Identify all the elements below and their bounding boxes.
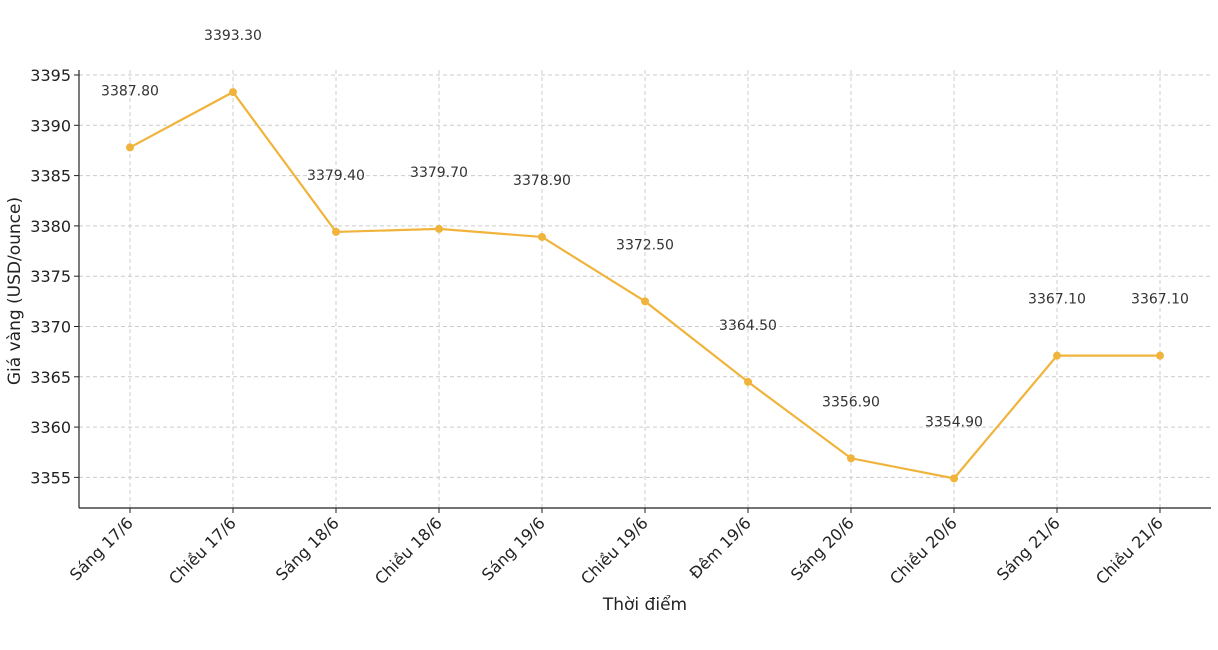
x-tick-label: Sáng 21/6 <box>993 513 1064 584</box>
data-point <box>229 88 237 97</box>
data-point <box>332 227 340 236</box>
data-label: 3356.90 <box>822 394 880 410</box>
x-axis-label: Thời điểm <box>602 594 687 615</box>
data-point <box>538 232 546 241</box>
x-tick-label: Chiều 18/6 <box>371 513 446 588</box>
x-tick-label: Sáng 17/6 <box>66 513 137 584</box>
data-label: 3354.90 <box>925 414 983 430</box>
data-point <box>847 454 855 463</box>
y-axis-label: Giá vàng (USD/ounce) <box>5 197 25 385</box>
y-tick-label: 3370 <box>30 317 71 336</box>
data-labels: 3387.80 3393.30 3379.40 3379.70 3378.90 3372.… <box>101 28 1189 430</box>
data-point <box>641 297 649 306</box>
y-tick-label: 3360 <box>30 418 71 437</box>
data-label: 3393.30 <box>204 28 262 44</box>
y-tick-label: 3355 <box>30 468 71 487</box>
x-tick-label: Đêm 19/6 <box>686 513 755 582</box>
data-label: 3364.50 <box>719 318 777 334</box>
y-tick-label: 3375 <box>30 267 71 286</box>
data-label: 3367.10 <box>1131 292 1189 308</box>
data-label: 3379.70 <box>410 165 468 181</box>
data-label: 3387.80 <box>101 83 159 99</box>
x-tick-label: Sáng 18/6 <box>272 513 343 584</box>
data-label: 3367.10 <box>1028 292 1086 308</box>
y-tick-label: 3385 <box>30 167 71 186</box>
data-point <box>1053 351 1061 360</box>
x-tick-label: Sáng 20/6 <box>787 513 858 584</box>
data-label: 3378.90 <box>513 173 571 189</box>
y-tick-label: 3365 <box>30 368 71 387</box>
x-tick-label: Chiều 20/6 <box>886 513 961 588</box>
y-tick-label: 3395 <box>30 66 71 85</box>
x-tick-label: Chiều 21/6 <box>1092 513 1167 588</box>
data-point <box>126 143 134 152</box>
data-point <box>1156 351 1164 360</box>
data-point <box>744 377 752 386</box>
data-point <box>435 224 443 233</box>
grid-lines <box>79 70 1211 508</box>
x-tick-labels: Sáng 17/6 Chiều 17/6 Sáng 18/6 Chiều 18/6 Sá… <box>66 508 1167 588</box>
y-tick-labels: 3355 3360 3365 3370 3375 3380 3385 3390 3395 <box>30 66 79 487</box>
x-tick-label: Chiều 17/6 <box>165 513 240 588</box>
data-point <box>950 474 958 483</box>
y-tick-label: 3390 <box>30 116 71 135</box>
series-group <box>126 88 1164 483</box>
data-label: 3379.40 <box>307 168 365 184</box>
data-label: 3372.50 <box>616 237 674 253</box>
y-tick-label: 3380 <box>30 217 71 236</box>
x-tick-label: Sáng 19/6 <box>478 513 549 584</box>
x-tick-label: Chiều 19/6 <box>577 513 652 588</box>
